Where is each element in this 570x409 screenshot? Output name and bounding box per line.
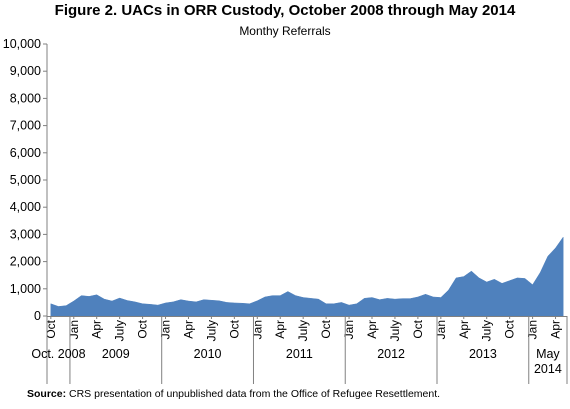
group-label: Oct. 2008 [31, 347, 85, 361]
x-axis: Oct Jan Apr July Oct Jan Apr July Oct Jan Apr July O… [31, 316, 568, 384]
y-tick-label: 8,000 [10, 91, 41, 105]
y-tick-label: 4,000 [10, 200, 41, 214]
source-note: Source: CRS presentation of unpublished … [27, 388, 440, 400]
x-tick-label: Jan [342, 320, 356, 339]
y-tick-label: 7,000 [10, 119, 41, 133]
x-tick-label: July [113, 320, 127, 341]
x-tick-label: Oct [44, 319, 58, 338]
x-tick-label: Oct [503, 319, 517, 338]
y-tick-label: 5,000 [10, 173, 41, 187]
x-tick-label: Oct [319, 319, 333, 338]
x-tick-label: July [204, 320, 218, 341]
area-fill [50, 236, 564, 317]
group-label-line: May [536, 347, 560, 361]
y-tick-label: 1,000 [10, 282, 41, 296]
group-label: 2012 [377, 347, 405, 361]
x-tick-label: Jan [526, 320, 540, 339]
x-tick-label: July [388, 320, 402, 341]
y-tick-label: 3,000 [10, 227, 41, 241]
area-chart: 0 1,000 2,000 3,000 4,000 5,000 6,000 7,000 8,00… [3, 37, 568, 384]
group-label: May 2014 [534, 347, 562, 376]
y-tick-label: 9,000 [10, 64, 41, 78]
x-tick-label: July [296, 320, 310, 341]
x-tick-label: Oct [411, 319, 425, 338]
x-tick-label: July [480, 320, 494, 341]
group-label-line: 2014 [534, 362, 562, 376]
group-label: 2013 [469, 347, 497, 361]
x-tick-label: Apr [457, 320, 471, 339]
group-label: 2010 [194, 347, 222, 361]
group-label: 2011 [286, 347, 313, 361]
x-tick-label: Jan [67, 320, 81, 339]
series-area [50, 236, 564, 317]
x-tick-label: Apr [365, 320, 379, 339]
y-tick-label: 2,000 [10, 255, 41, 269]
y-tick-label: 0 [34, 309, 41, 323]
x-tick-label: Jan [159, 320, 173, 339]
y-tick-label: 10,000 [3, 37, 41, 51]
source-text: CRS presentation of unpublished data fro… [69, 388, 441, 400]
group-label: 2009 [102, 347, 130, 361]
x-tick-label: Jan [250, 320, 264, 339]
y-tick-label: 6,000 [10, 146, 41, 160]
x-tick-label: Jan [434, 320, 448, 339]
source-label: Source: [27, 388, 67, 400]
x-tick-label: Apr [90, 320, 104, 339]
chart-title: Figure 2. UACs in ORR Custody, October 2… [54, 2, 516, 19]
x-tick-label: Apr [182, 320, 196, 339]
x-tick-label: Apr [273, 320, 287, 339]
chart-subtitle: Monthy Referrals [239, 24, 331, 38]
y-axis: 0 1,000 2,000 3,000 4,000 5,000 6,000 7,000 8,00… [3, 37, 48, 323]
x-tick-label: Oct [227, 319, 241, 338]
x-tick-label: Apr [549, 320, 563, 339]
x-tick-label: Oct [136, 319, 150, 338]
